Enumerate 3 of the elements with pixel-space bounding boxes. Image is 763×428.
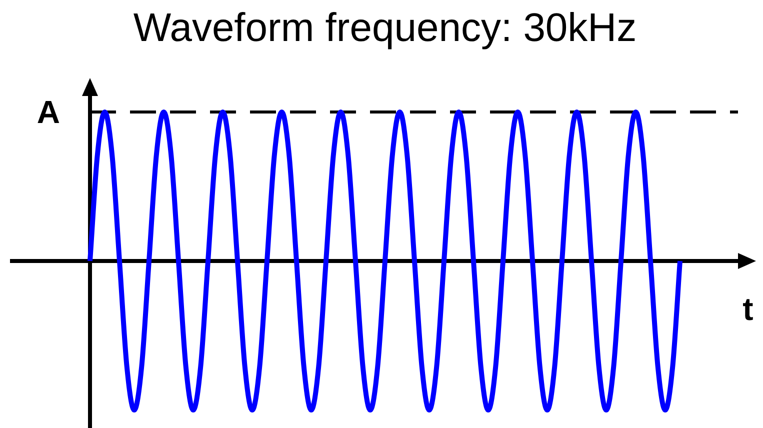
chart-title: Waveform frequency: 30kHz: [133, 6, 637, 50]
ref-line-label: A: [36, 94, 60, 130]
x-axis-title: t: [742, 290, 754, 327]
